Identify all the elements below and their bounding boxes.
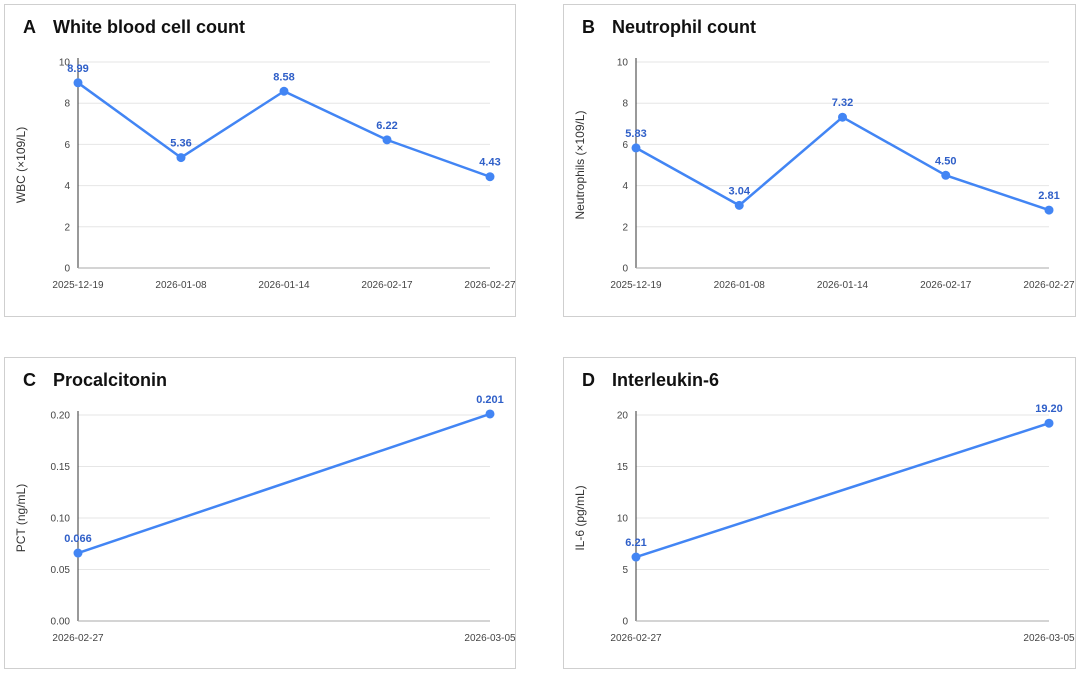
y-tick-label: 8 — [622, 99, 628, 110]
chart-plot: 0 2 4 6 8 10 2025-12-19 2026-01-08 2026-01-14 202… — [14, 58, 516, 292]
panel-letter: C — [23, 370, 36, 390]
data-point — [485, 409, 495, 419]
data-label: 2.81 — [1038, 190, 1059, 202]
y-tick-label: 0.10 — [51, 514, 71, 525]
x-tick-label: 2026-02-17 — [361, 280, 413, 291]
y-tick-label: 15 — [617, 462, 629, 473]
data-label: 5.83 — [625, 128, 646, 140]
y-tick-label: 0.20 — [51, 411, 71, 422]
data-point — [631, 143, 641, 153]
chart-title: Procalcitonin — [53, 370, 168, 390]
chart-title: White blood cell count — [53, 17, 245, 37]
chart-plot: 0 2 4 6 8 10 2025-12-19 2026-01-08 2026-01-14 202… — [573, 58, 1075, 292]
data-point — [1044, 418, 1054, 428]
data-label: 0.201 — [476, 394, 504, 406]
chart-panel-d: D Interleukin-6 0 5 10 15 20 2026-02-27 2026-0… — [563, 357, 1076, 669]
y-tick-label: 10 — [617, 514, 629, 525]
data-point — [176, 153, 186, 163]
x-tick-label: 2026-01-14 — [258, 280, 310, 291]
x-tick-label: 2026-01-08 — [714, 280, 766, 291]
y-tick-label: 10 — [617, 58, 629, 69]
data-label: 8.58 — [273, 71, 294, 83]
y-tick-label: 4 — [622, 181, 628, 192]
y-tick-label: 0.15 — [51, 462, 71, 473]
chart-plot: 0.00 0.05 0.10 0.15 0.20 2026-02-27 2026-03-05… — [14, 394, 516, 644]
y-tick-label: 5 — [622, 565, 628, 576]
panel-letter: D — [582, 370, 595, 390]
series-line — [77, 81, 491, 178]
data-point — [73, 548, 83, 558]
x-tick-label: 2026-02-27 — [52, 633, 104, 644]
y-tick-label: 8 — [64, 99, 70, 110]
chart-title: Interleukin-6 — [612, 370, 720, 390]
y-tick-label: 2 — [64, 222, 70, 233]
chart-panel-c: C Procalcitonin 0.00 0.05 0.10 0.15 0.20 2026… — [4, 357, 516, 669]
x-tick-label: 2026-01-08 — [155, 280, 207, 291]
chart-title: Neutrophil count — [612, 17, 756, 37]
data-point — [838, 112, 847, 122]
data-label: 4.43 — [479, 157, 500, 169]
panel-letter: A — [23, 17, 36, 37]
x-tick-label: 2026-02-27 — [1023, 280, 1075, 291]
data-label: 5.36 — [170, 138, 191, 150]
y-tick-label: 2 — [622, 222, 628, 233]
y-tick-label: 20 — [617, 411, 629, 422]
series-line — [635, 422, 1050, 559]
data-label: 6.21 — [625, 537, 646, 549]
series-line — [635, 115, 1050, 212]
y-tick-label: 10 — [59, 58, 71, 69]
y-axis-label: WBC (×109/L) — [14, 127, 28, 203]
data-point — [279, 86, 289, 96]
y-tick-label: 0.05 — [51, 565, 71, 576]
chart-panel-a: A White blood cell count 0 2 4 6 8 10 2025-12-… — [4, 4, 516, 317]
chart-panel-b: B Neutrophil count 0 2 4 6 8 10 2025-12-19 2026… — [563, 4, 1076, 317]
y-axis-label: IL-6 (pg/mL) — [573, 485, 587, 550]
data-label: 6.22 — [376, 120, 397, 132]
data-label: 7.32 — [832, 97, 853, 109]
y-tick-label: 0 — [622, 264, 628, 275]
y-tick-label: 0 — [622, 617, 628, 628]
data-point — [941, 170, 951, 180]
data-point — [73, 78, 83, 88]
y-axis-label: PCT (ng/mL) — [14, 484, 28, 552]
data-label: 19.20 — [1035, 403, 1063, 415]
data-label: 4.50 — [935, 155, 956, 167]
y-tick-label: 0.00 — [51, 617, 71, 628]
y-tick-label: 0 — [64, 264, 70, 275]
x-tick-label: 2025-12-19 — [610, 280, 662, 291]
series-line — [77, 412, 491, 555]
x-tick-label: 2026-02-17 — [920, 280, 972, 291]
data-point — [485, 172, 495, 182]
panel-letter: B — [582, 17, 595, 37]
x-tick-label: 2026-03-05 — [464, 633, 516, 644]
data-point — [1044, 205, 1054, 215]
data-label: 0.066 — [64, 533, 92, 545]
y-tick-label: 6 — [64, 140, 70, 151]
chart-plot: 0 5 10 15 20 2026-02-27 2026-03-05 IL-6 (pg/mL)… — [573, 403, 1075, 644]
x-tick-label: 2026-02-27 — [464, 280, 516, 291]
x-tick-label: 2025-12-19 — [52, 280, 104, 291]
y-axis-label: Neutrophils (×109/L) — [573, 110, 587, 219]
y-tick-label: 4 — [64, 181, 70, 192]
data-label: 3.04 — [729, 185, 751, 197]
data-label: 8.99 — [67, 63, 88, 75]
y-tick-label: 6 — [622, 140, 628, 151]
x-tick-label: 2026-01-14 — [817, 280, 869, 291]
data-point — [734, 200, 744, 210]
x-tick-label: 2026-02-27 — [610, 633, 662, 644]
data-point — [631, 552, 641, 562]
x-tick-label: 2026-03-05 — [1023, 633, 1075, 644]
data-point — [382, 135, 392, 145]
